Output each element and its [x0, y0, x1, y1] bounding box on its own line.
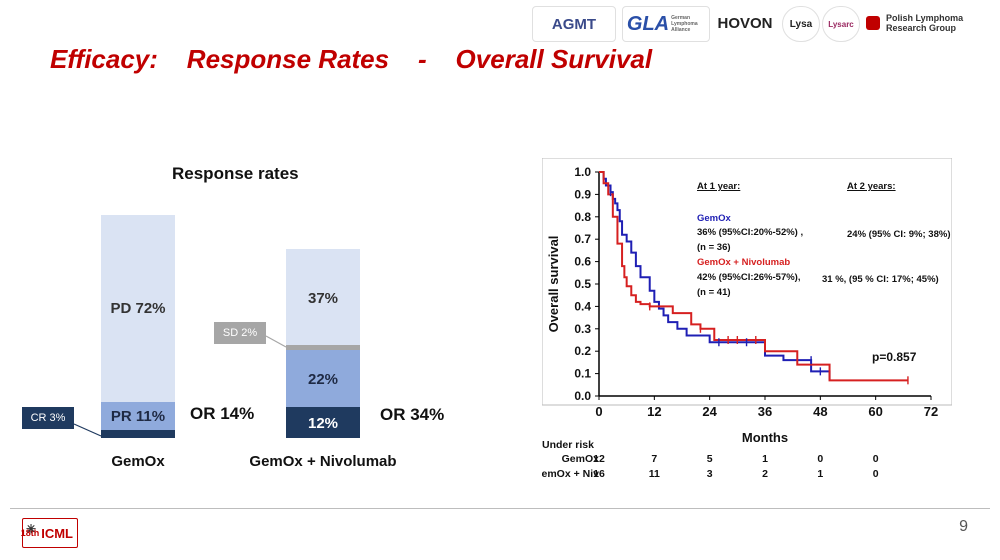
- km-y-tick-label: 0.9: [574, 187, 591, 201]
- lysa-logo: Lysa: [782, 6, 820, 42]
- or-gemox: OR 14%: [190, 404, 255, 423]
- label-gemox-pr: PR 11%: [110, 408, 166, 425]
- km-y-axis-label: Overall survival: [546, 236, 561, 333]
- km-niv-year2: 31 %, (95 % CI: 17%; 45%): [822, 274, 939, 285]
- km-y-tick-label: 0.8: [574, 210, 591, 224]
- risk-value: 12: [593, 453, 605, 465]
- plrg-icon: [866, 16, 880, 30]
- risk-value: 0: [873, 453, 879, 465]
- km-year2-header: At 2 years:: [847, 181, 896, 192]
- km-x-tick-label: 0: [595, 404, 602, 419]
- risk-value: 3: [707, 468, 713, 480]
- km-gemox-year1: 36% (95%CI:20%-52%) ,: [697, 227, 804, 238]
- km-frame: [542, 158, 952, 406]
- category-gemox: GemOx: [111, 453, 165, 470]
- km-gemox-name: GemOx: [697, 213, 731, 224]
- lysarc-logo: Lysarc: [822, 6, 860, 42]
- km-x-tick-label: 36: [758, 404, 772, 419]
- hovon-logo: HOVON: [714, 6, 776, 40]
- km-x-tick-label: 24: [702, 404, 717, 419]
- slide-title: Efficacy: Response Rates - Overall Survi…: [50, 44, 653, 74]
- risk-value: 0: [817, 453, 823, 465]
- callout-gemox-cr: CR 3%: [22, 407, 74, 429]
- risk-table-title: Under risk: [542, 439, 594, 451]
- label-gemox-pd: PD 72%: [110, 300, 166, 317]
- km-y-tick-label: 1.0: [574, 165, 591, 179]
- bar-niv-pd: [286, 249, 360, 345]
- risk-value: 1: [817, 468, 823, 480]
- km-x-tick-label: 48: [813, 404, 827, 419]
- bar-niv-cr: [286, 407, 360, 438]
- label-niv-cr: 12%: [307, 415, 339, 432]
- bar-niv-pr: [286, 350, 360, 407]
- risk-value: 2: [762, 468, 768, 480]
- risk-value: 16: [593, 468, 605, 480]
- km-p-value: p=0.857: [872, 350, 917, 364]
- risk-value: 11: [649, 468, 660, 480]
- category-niv: GemOx + Nivolumab: [249, 453, 397, 470]
- bar-gemox-pd: [101, 215, 175, 402]
- km-y-tick-label: 0.4: [574, 299, 591, 313]
- agmt-logo: AGMT: [532, 6, 616, 42]
- bar-niv-sd: [286, 345, 360, 350]
- bar-gemox-pr: [101, 402, 175, 430]
- km-y-tick-label: 0.5: [574, 277, 591, 291]
- gla-logo: GLA German Lymphoma Alliance: [622, 6, 710, 42]
- risk-value: 7: [651, 453, 657, 465]
- km-y-tick-label: 0.2: [574, 344, 591, 358]
- km-gemox-n: (n = 36): [697, 242, 731, 253]
- risk-value: 0: [873, 468, 879, 480]
- bar-chart-title: Response rates: [172, 164, 299, 183]
- km-x-tick-label: 12: [647, 404, 661, 419]
- km-x-tick-label: 60: [868, 404, 882, 419]
- callout-niv-sd: SD 2%: [214, 322, 266, 344]
- km-y-tick-label: 0.6: [574, 255, 591, 269]
- label-niv-pr: 22%: [307, 371, 339, 388]
- km-y-tick-label: 0.7: [574, 232, 591, 246]
- km-y-tick-label: 0.0: [574, 389, 591, 403]
- footer-divider: [10, 508, 990, 509]
- network-icon: ✳: [26, 522, 37, 536]
- km-chart: 0.00.10.20.30.40.50.60.70.80.91.00 12 24 36…: [542, 158, 952, 480]
- km-panel: 0.0 0.1 0.2 0.3 0.4 0.5 0.6 0.7 0.8 0.9 1.0 0 12 24 36…: [542, 158, 952, 490]
- km-x-axis-label: Months: [742, 430, 788, 445]
- risk-row-label: GemOx: [562, 453, 600, 465]
- page-number: 9: [959, 518, 968, 535]
- risk-value: 5: [707, 453, 713, 465]
- km-y-tick-label: 0.3: [574, 322, 591, 336]
- km-series-nivolumab: [599, 171, 908, 382]
- km-x-tick-label: 72: [924, 404, 938, 419]
- risk-value: 1: [762, 453, 768, 465]
- km-gemox-year2: 24% (95% CI: 9%; 38%): [847, 229, 951, 240]
- risk-row-label: GemOx + Niv: [542, 468, 599, 480]
- polish-lymphoma-logo: Polish Lymphoma Research Group: [866, 6, 986, 40]
- icml-logo: ✳ 18th ICML: [21, 518, 78, 548]
- km-niv-year1: 42% (95%CI:26%-57%),: [697, 272, 801, 283]
- or-niv: OR 34%: [380, 405, 445, 424]
- km-niv-name: GemOx + Nivolumab: [697, 257, 791, 268]
- km-y-tick-label: 0.1: [574, 367, 591, 381]
- bar-gemox-cr: [101, 430, 175, 438]
- km-niv-n: (n = 41): [697, 287, 731, 298]
- km-year1-header: At 1 year:: [697, 181, 741, 192]
- label-niv-pd: 37%: [307, 290, 339, 307]
